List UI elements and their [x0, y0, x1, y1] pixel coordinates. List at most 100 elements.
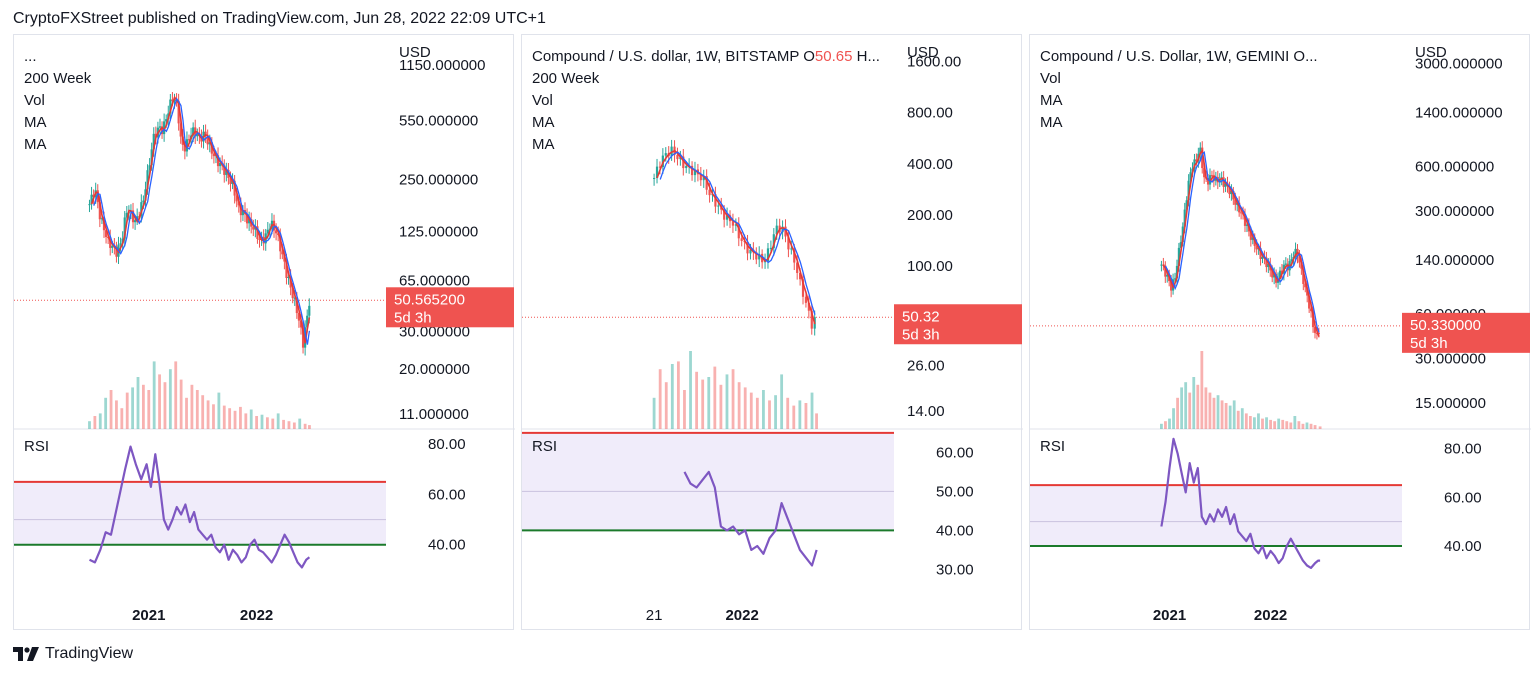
candle — [173, 100, 176, 102]
candle — [306, 315, 309, 328]
candle — [266, 229, 269, 234]
rsi-line — [683, 470, 818, 567]
price-tick-label: 20.000000 — [399, 361, 470, 378]
volume-bar — [1261, 418, 1264, 429]
candle — [1302, 268, 1305, 284]
candle — [676, 154, 679, 160]
volume-bar — [1297, 421, 1301, 429]
candle — [212, 153, 215, 157]
candle — [1255, 245, 1258, 250]
legend-item: MA — [24, 114, 47, 131]
candle — [179, 123, 182, 137]
publish-header: CryptoFXStreet published on TradingView.… — [13, 10, 546, 27]
candle — [1240, 212, 1243, 214]
volume-bar — [1253, 417, 1256, 429]
candle — [731, 221, 735, 226]
volume-bar — [652, 397, 656, 429]
price-tick-label: 15.000000 — [1415, 395, 1486, 412]
volume-bar — [695, 371, 699, 429]
legend-item: Vol — [1040, 70, 1061, 87]
candle — [1228, 185, 1231, 195]
candle — [107, 237, 110, 239]
volume-bar — [249, 409, 253, 429]
candle — [225, 169, 228, 175]
price-tick-label: 550.000000 — [399, 112, 478, 129]
volume-bar — [755, 397, 759, 429]
volume-bar — [141, 384, 145, 429]
legend-item: 200 Week — [532, 70, 600, 87]
candle — [708, 189, 711, 196]
volume-bar — [1164, 421, 1167, 429]
volume-bar — [131, 387, 135, 429]
candle — [758, 253, 761, 260]
volume-bar — [287, 421, 291, 429]
volume-bar — [1176, 397, 1179, 429]
candle — [123, 217, 126, 239]
candle — [737, 224, 740, 239]
rsi-line — [89, 445, 311, 569]
volume-bar — [1313, 425, 1317, 429]
candle — [88, 204, 91, 206]
candle — [1179, 242, 1182, 248]
candle — [131, 210, 135, 223]
candle — [148, 165, 151, 171]
candle — [1183, 209, 1186, 227]
candle — [769, 247, 772, 249]
candle — [1278, 270, 1282, 280]
candle — [784, 226, 787, 237]
volume-bar — [798, 400, 802, 429]
rsi-tick-label: 60.00 — [1444, 489, 1482, 506]
rsi-line — [1160, 437, 1321, 569]
volume-bar — [792, 405, 796, 429]
legend-item: Vol — [532, 92, 553, 109]
candle — [233, 180, 236, 196]
volume-bar — [1273, 421, 1277, 429]
ma-line-red — [1162, 149, 1320, 337]
volume-bar — [737, 382, 741, 429]
candle — [241, 210, 245, 216]
volume-bar — [713, 366, 717, 429]
candle — [239, 205, 242, 216]
ma-line-red — [90, 95, 311, 344]
legend-item: MA — [532, 136, 555, 153]
volume-bar — [244, 413, 248, 429]
candle — [1261, 256, 1264, 259]
candle — [1271, 270, 1274, 278]
candle — [160, 126, 164, 135]
chart-panel-2[interactable]: USD 1600.00 800.00 400.00 200.00 100.00 26.00 1… — [521, 34, 1023, 630]
candle — [150, 149, 153, 166]
time-axis-label: 21 — [646, 607, 663, 624]
price-tick-label: 100.00 — [907, 258, 953, 275]
bar-countdown: 5d 3h — [394, 309, 432, 326]
volume-bar — [1188, 392, 1192, 429]
candle — [749, 249, 752, 254]
candle — [183, 144, 186, 152]
volume-bar — [195, 390, 199, 429]
chart-panel-3[interactable]: USD 3000.000000 1400.000000 600.000000 300.0… — [1029, 34, 1531, 630]
candle — [248, 219, 251, 224]
rsi-tick-label: 40.00 — [428, 537, 466, 554]
rsi-band — [14, 481, 386, 545]
volume-bar — [292, 422, 296, 429]
candle — [1210, 175, 1214, 177]
candle — [142, 200, 145, 203]
chart-title: ... — [24, 48, 37, 65]
rsi-tick-label: 40.00 — [936, 522, 974, 539]
candle — [685, 166, 688, 169]
candle — [219, 162, 222, 167]
price-tick-label: 125.000000 — [399, 224, 478, 241]
legend-item: 200 Week — [24, 70, 92, 87]
candle — [781, 226, 784, 233]
volume-bar — [228, 408, 232, 429]
legend-item: MA — [1040, 92, 1063, 109]
footer: TradingView — [13, 645, 133, 663]
candle — [717, 205, 720, 207]
volume-bar — [1220, 400, 1224, 429]
candle — [192, 127, 195, 136]
volume-bar — [725, 374, 729, 429]
candle — [772, 234, 775, 248]
chart-panel-1[interactable]: USD 1150.000000 550.000000 250.000000 125.00… — [13, 34, 515, 630]
price-axis-currency: USD — [1415, 44, 1447, 61]
